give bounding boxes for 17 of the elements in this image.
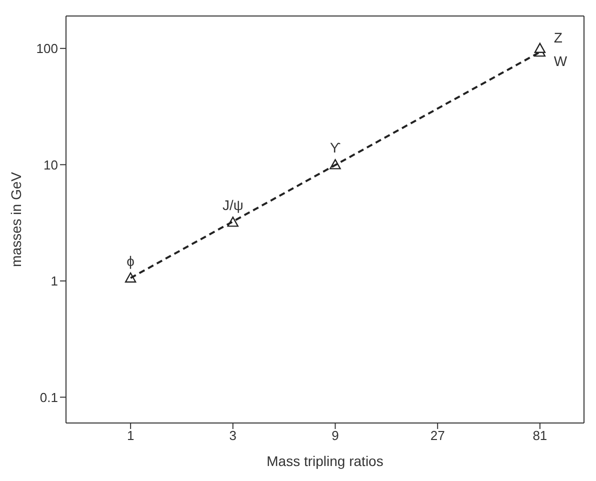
y-tick-label: 10 xyxy=(44,157,58,172)
x-tick-label: 3 xyxy=(229,428,237,444)
x-axis-title: Mass tripling ratios xyxy=(266,453,384,469)
x-tick-label: 1 xyxy=(126,428,134,444)
annotation: Z xyxy=(554,29,563,46)
y-tick-label: 0.1 xyxy=(40,390,58,405)
point xyxy=(534,42,546,54)
y-tick-label: 1 xyxy=(50,274,58,289)
x-tick-label: 27 xyxy=(430,428,445,444)
annotation: ϕ xyxy=(126,253,135,269)
annotation: J/ψ xyxy=(222,197,244,214)
y-tick-label: 100 xyxy=(36,41,58,56)
annotation: W xyxy=(554,53,568,70)
x-tick-label: 9 xyxy=(332,428,339,444)
y-axis-title: masses in GeV xyxy=(8,171,24,267)
x-tick-label: 81 xyxy=(532,428,548,444)
annotation: ϒ xyxy=(330,140,341,156)
